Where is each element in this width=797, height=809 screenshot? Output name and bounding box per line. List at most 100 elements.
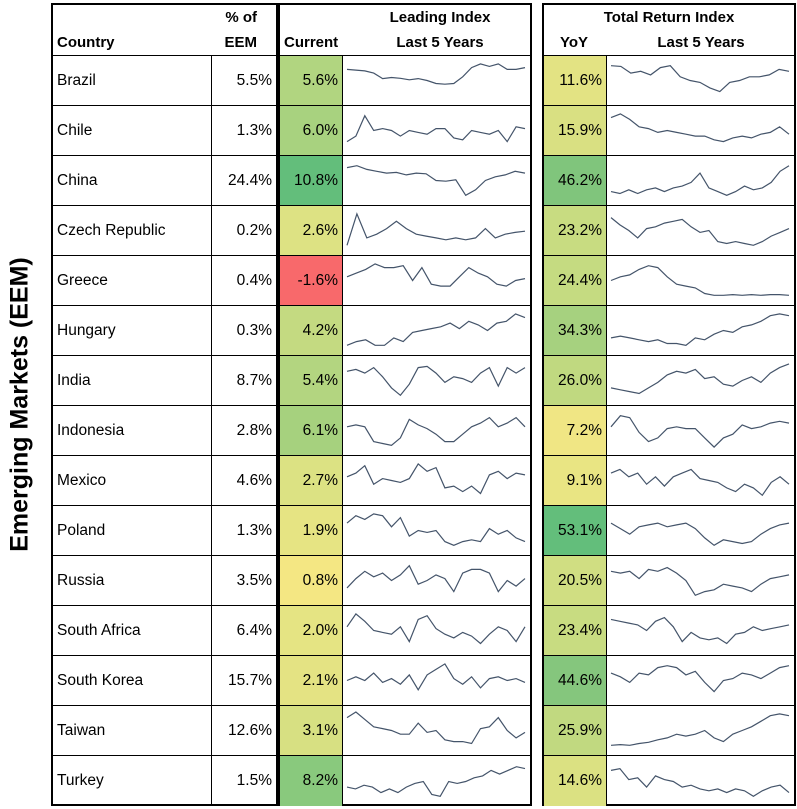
tr-sparkline xyxy=(610,767,790,797)
country-name: South Africa xyxy=(53,606,212,655)
leading-sparkline xyxy=(346,165,526,197)
tr-sparkline-line xyxy=(610,363,790,395)
leading-sparkline xyxy=(346,513,526,546)
eem-weight: 2.8% xyxy=(236,421,272,439)
leading-sparkline-line xyxy=(346,313,526,346)
leading-sparkline xyxy=(346,212,526,246)
tr-sparkline-cell xyxy=(607,706,794,755)
table-row: India 8.7% xyxy=(53,356,276,406)
eem-weight: 5.5% xyxy=(236,71,272,89)
tr-sparkline-cell xyxy=(607,606,794,655)
tr-sparkline-cell xyxy=(607,156,794,205)
eem-weight: 1.5% xyxy=(236,772,272,789)
country-name: South Korea xyxy=(53,656,212,705)
tr-sparkline-line xyxy=(610,113,790,143)
leading-sparkline-cell xyxy=(343,106,530,155)
tr-sparkline xyxy=(610,665,790,693)
leading-current: 2.1% xyxy=(280,656,343,705)
table-row: 0.8% xyxy=(280,556,530,606)
leading-sparkline-line xyxy=(346,63,526,85)
tr-sparkline xyxy=(610,217,790,246)
tr-header: Total Return Index YoY Last 5 Years xyxy=(544,5,794,56)
country-name: Czech Republic xyxy=(53,206,212,255)
table-row: 7.2% xyxy=(544,406,794,456)
tr-yoy: 34.3% xyxy=(544,306,607,355)
tr-sparkline xyxy=(610,415,790,448)
leading-title: Leading Index xyxy=(389,9,491,26)
tr-yoy: 7.2% xyxy=(544,406,607,455)
leading-sparkline xyxy=(346,564,526,593)
leading-sparkline xyxy=(346,711,526,745)
country-name: India xyxy=(53,356,212,405)
leading-sparkline-cell xyxy=(343,56,530,105)
tr-yoy: 23.4% xyxy=(544,606,607,655)
tr-sparkline-cell xyxy=(607,656,794,705)
leading-sparkline xyxy=(346,365,526,397)
tr-sparkline xyxy=(610,713,790,746)
tr-yoy: 53.1% xyxy=(544,506,607,555)
leading-sparkline-line xyxy=(346,765,526,797)
tr-sparkline-line xyxy=(610,767,790,797)
tr-sparkline xyxy=(610,165,790,196)
table-row: 23.2% xyxy=(544,206,794,256)
tr-sparkline-line xyxy=(610,165,790,196)
eem-weight: 6.4% xyxy=(236,621,272,639)
table-row: Greece 0.4% xyxy=(53,256,276,306)
table-row: Hungary 0.3% xyxy=(53,306,276,356)
tr-sparkline-cell xyxy=(607,256,794,305)
tr-yoy: 9.1% xyxy=(544,456,607,505)
leading-sparkline-cell xyxy=(343,306,530,355)
side-label: Emerging Markets (EEM) xyxy=(5,257,34,552)
table-row: 4.2% xyxy=(280,306,530,356)
tr-sparkline-cell xyxy=(607,756,794,806)
tr-sparkline-cell xyxy=(607,556,794,605)
table-row: 8.2% xyxy=(280,756,530,806)
table-row: 26.0% xyxy=(544,356,794,406)
table-row: 2.7% xyxy=(280,456,530,506)
leading-sparkline xyxy=(346,63,526,85)
leading-current: 0.8% xyxy=(280,556,343,605)
country-name: Brazil xyxy=(53,56,212,105)
country-name: Poland xyxy=(53,506,212,555)
leading-current: 5.6% xyxy=(280,56,343,105)
table-row: 2.6% xyxy=(280,206,530,256)
leading-sparkline-line xyxy=(346,613,526,645)
leading-sparkline-cell xyxy=(343,756,530,806)
eem-weight: 1.3% xyxy=(236,521,272,539)
table-row: Turkey 1.5% xyxy=(53,756,276,806)
leading-sparkline xyxy=(346,313,526,346)
leading-sparkline xyxy=(346,765,526,797)
table-row: Chile 1.3% xyxy=(53,106,276,156)
leading-sparkline xyxy=(346,416,526,446)
table-row: Czech Republic 0.2% xyxy=(53,206,276,256)
tr-yoy: 11.6% xyxy=(544,56,607,105)
leading-sparkline xyxy=(346,462,526,495)
leading-sparkline-line xyxy=(346,462,526,495)
leading-sparkline-cell xyxy=(343,156,530,205)
country-name: Mexico xyxy=(53,456,212,505)
tr-sparkline-line xyxy=(610,713,790,746)
leading-current: 8.2% xyxy=(280,756,343,806)
current-header: Current xyxy=(284,34,339,51)
leading-current: 6.1% xyxy=(280,406,343,455)
tr-sparkline xyxy=(610,363,790,395)
table-row: 5.6% xyxy=(280,56,530,106)
country-header: Country xyxy=(57,34,115,51)
weight-header: Country % of EEM xyxy=(53,5,276,56)
table-row: 10.8% xyxy=(280,156,530,206)
leading-sparkline-cell xyxy=(343,556,530,605)
eem-weight: 24.4% xyxy=(228,171,272,189)
table-row: 34.3% xyxy=(544,306,794,356)
leading-sparkline xyxy=(346,613,526,645)
leading-sparkline-line xyxy=(346,165,526,197)
tr-sparkline-line xyxy=(610,616,790,645)
leading-current: 5.4% xyxy=(280,356,343,405)
leading-sparkline-line xyxy=(346,365,526,397)
leading-sparkline-cell xyxy=(343,606,530,655)
weight-table: Country % of EEM Brazil 5.5% Chile 1.3% Chin… xyxy=(51,3,278,806)
leading-current: 4.2% xyxy=(280,306,343,355)
table-row: 5.4% xyxy=(280,356,530,406)
country-name: Indonesia xyxy=(53,406,212,455)
tr-sparkline xyxy=(610,265,790,296)
pct-header-bottom: EEM xyxy=(224,34,257,51)
